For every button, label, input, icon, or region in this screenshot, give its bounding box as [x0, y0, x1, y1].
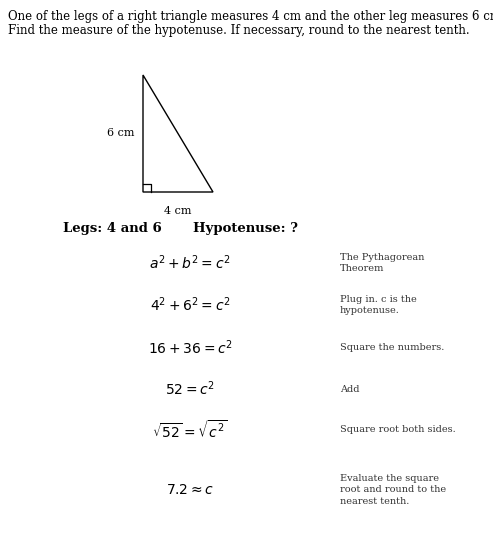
Text: Square root both sides.: Square root both sides.	[340, 425, 456, 434]
Text: Hypotenuse: ?: Hypotenuse: ?	[193, 222, 298, 235]
Text: $52 = c^2$: $52 = c^2$	[165, 379, 215, 398]
Text: $16 + 36 = c^2$: $16 + 36 = c^2$	[147, 338, 232, 357]
Text: The Pythagorean
Theorem: The Pythagorean Theorem	[340, 253, 424, 273]
Text: $4^2 + 6^2 = c^2$: $4^2 + 6^2 = c^2$	[150, 296, 230, 314]
Text: 6 cm: 6 cm	[107, 128, 135, 139]
Text: One of the legs of a right triangle measures 4 cm and the other leg measures 6 c: One of the legs of a right triangle meas…	[8, 10, 493, 23]
Text: Evaluate the square
root and round to the
nearest tenth.: Evaluate the square root and round to th…	[340, 474, 446, 506]
Text: Legs: 4 and 6: Legs: 4 and 6	[63, 222, 162, 235]
Text: Add: Add	[340, 384, 359, 393]
Text: $\sqrt{52} = \sqrt{c^2}$: $\sqrt{52} = \sqrt{c^2}$	[152, 419, 228, 441]
Text: Square the numbers.: Square the numbers.	[340, 343, 444, 353]
Text: 4 cm: 4 cm	[164, 206, 192, 216]
Text: Find the measure of the hypotenuse. If necessary, round to the nearest tenth.: Find the measure of the hypotenuse. If n…	[8, 24, 470, 37]
Text: $7.2 \approx c$: $7.2 \approx c$	[166, 483, 214, 497]
Text: $a^2 + b^2 = c^2$: $a^2 + b^2 = c^2$	[149, 254, 231, 272]
Text: Plug in. c is the
hypotenuse.: Plug in. c is the hypotenuse.	[340, 295, 417, 315]
